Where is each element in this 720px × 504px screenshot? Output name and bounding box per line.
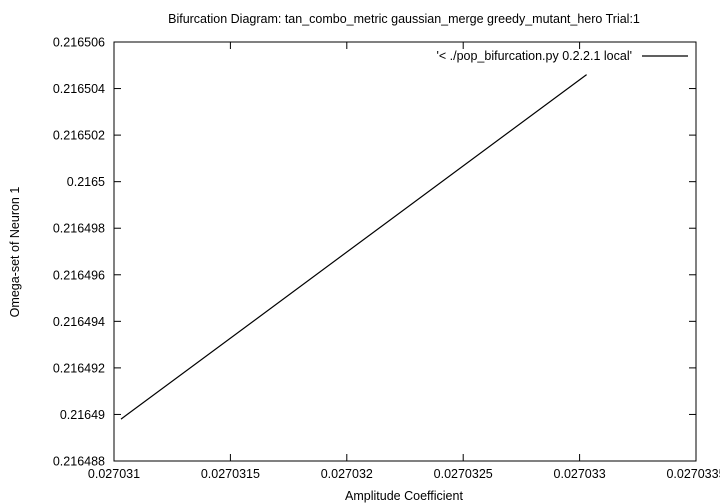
y-tick-label: 0.216492 (53, 361, 105, 375)
x-tick-label: 0.0270315 (201, 467, 260, 481)
y-tick-label: 0.216506 (53, 36, 105, 50)
y-tick-label: 0.2165 (67, 175, 105, 189)
y-tick-label: 0.216496 (53, 268, 105, 282)
x-tick-label: 0.0270335 (666, 467, 720, 481)
y-tick-label: 0.216502 (53, 129, 105, 143)
x-axis-label: Amplitude Coefficient (345, 489, 463, 503)
y-axis-label: Omega-set of Neuron 1 (8, 187, 22, 318)
chart-title: Bifurcation Diagram: tan_combo_metric ga… (168, 12, 640, 26)
y-tick-label: 0.216494 (53, 315, 105, 329)
x-axis: 0.027031 0.0270315 0.027032 0.0270325 0.0270… (88, 42, 720, 481)
x-tick-label: 0.027032 (321, 467, 373, 481)
y-tick-label: 0.21649 (60, 408, 105, 422)
y-tick-label: 0.216488 (53, 455, 105, 469)
y-tick-label: 0.216504 (53, 82, 105, 96)
y-axis: 0.216488 0.21649 0.216492 0.216494 0.216496 0… (53, 36, 696, 469)
plot-frame (113, 41, 697, 462)
x-tick-label: 0.027031 (88, 467, 140, 481)
series-layer (120, 74, 587, 420)
legend: '< ./pop_bifurcation.py 0.2.2.1 local' (436, 49, 688, 63)
x-tick-label: 0.0270325 (434, 467, 493, 481)
series-line (120, 74, 587, 420)
x-tick-label: 0.027033 (554, 467, 606, 481)
legend-label: '< ./pop_bifurcation.py 0.2.2.1 local' (436, 49, 632, 63)
y-tick-label: 0.216498 (53, 222, 105, 236)
